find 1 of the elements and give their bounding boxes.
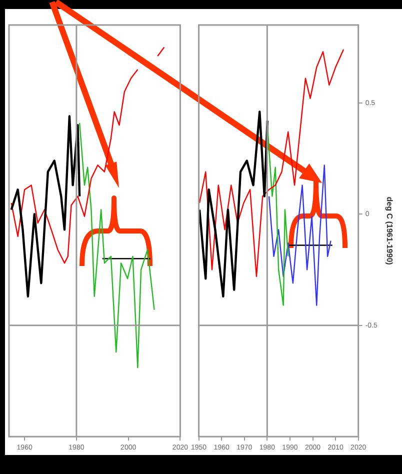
y-axis-title: deg C (1961-1990) bbox=[384, 196, 394, 266]
